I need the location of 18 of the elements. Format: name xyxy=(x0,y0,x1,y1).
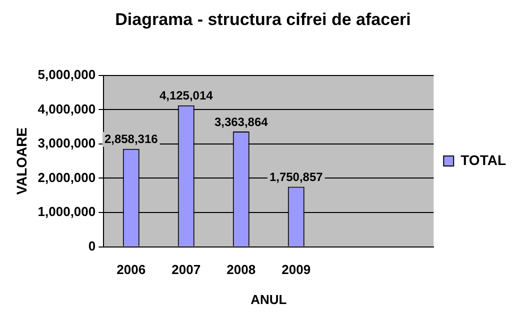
y-tick-label: 0 xyxy=(88,238,96,254)
chart-title: Diagrama - structura cifrei de afaceri xyxy=(115,10,411,29)
x-tick-label: 2007 xyxy=(172,262,201,278)
data-label: 1,750,857 xyxy=(269,170,324,184)
y-tick-label: 4,000,000 xyxy=(38,101,96,116)
data-label: 4,125,014 xyxy=(159,88,214,103)
data-label: 2,858,316 xyxy=(104,132,158,146)
x-tick-label: 2009 xyxy=(282,262,311,278)
legend-label: TOTAL xyxy=(460,152,506,168)
y-tick-label: 1,000,000 xyxy=(38,204,96,220)
x-tick-label: 2006 xyxy=(116,262,146,278)
y-tick-label: 2,000,000 xyxy=(38,170,96,185)
x-axis-title: ANUL xyxy=(250,292,287,307)
data-label: 3,363,864 xyxy=(214,114,268,129)
y-axis-title: VALOARE xyxy=(13,127,30,195)
y-tick-label: 5,000,000 xyxy=(38,66,96,82)
x-tick-label: 2008 xyxy=(226,262,256,278)
y-tick-label: 3,000,000 xyxy=(38,136,96,151)
